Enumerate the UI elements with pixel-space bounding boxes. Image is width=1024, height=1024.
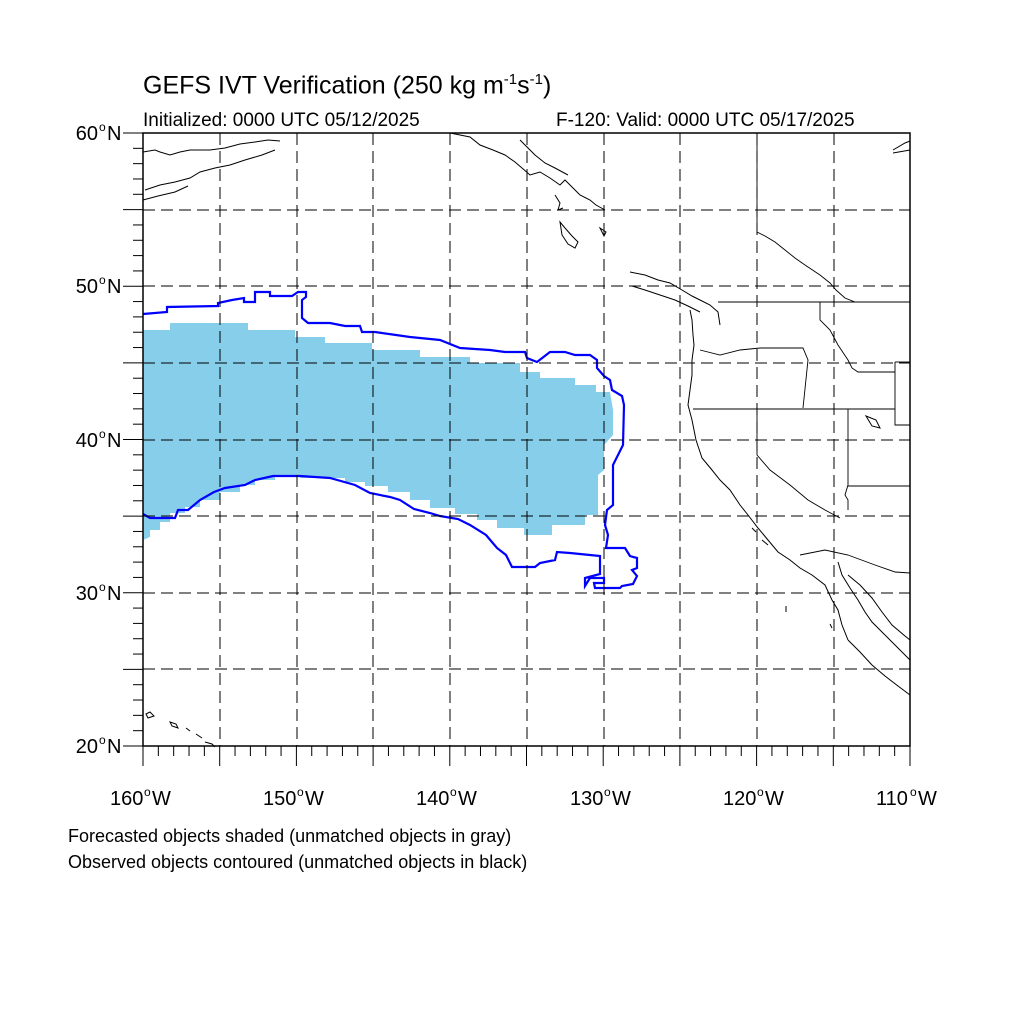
map-title: GEFS IVT Verification (250 kg m-1s-1) — [143, 71, 552, 100]
lat-label-50: 50 — [76, 276, 98, 298]
lon-label-140: 140 — [416, 788, 449, 810]
forecast-object — [143, 323, 613, 540]
lat-label-60: 60 — [76, 123, 98, 145]
lat-degree-40: o — [99, 427, 106, 441]
lon-label-160: 160 — [110, 788, 143, 810]
lat-suffix-20: N — [107, 736, 121, 758]
tick-marks — [123, 132, 911, 766]
lon-suffix-120: W — [765, 788, 784, 810]
lon-suffix-160: W — [152, 788, 171, 810]
lon-suffix-140: W — [458, 788, 477, 810]
lon-degree-110: o — [910, 785, 917, 799]
lon-label-120: 120 — [723, 788, 756, 810]
initialized-label: Initialized: 0000 UTC 05/12/2025 — [143, 110, 420, 131]
lat-label-20: 20 — [76, 736, 98, 758]
lon-suffix-110: W — [918, 788, 937, 810]
lat-degree-30: o — [99, 580, 106, 594]
lon-suffix-130: W — [612, 788, 631, 810]
lat-suffix-30: N — [107, 583, 121, 605]
footer-observed-note: Observed objects contoured (unmatched ob… — [68, 852, 528, 872]
lon-degree-120: o — [757, 785, 764, 799]
lon-label-130: 130 — [570, 788, 603, 810]
lon-degree-130: o — [604, 785, 611, 799]
lat-labels: 60 o N 50 o N 40 o N 30 o N 20 o N — [76, 120, 122, 758]
lon-degree-160: o — [144, 785, 151, 799]
lon-label-150: 150 — [263, 788, 296, 810]
observed-object-contour — [142, 290, 639, 590]
lon-label-110: 110 — [876, 788, 908, 810]
lon-labels: 160 o W 150 o W 140 o W 130 o W 120 o W … — [110, 785, 937, 810]
lat-degree-20: o — [99, 733, 106, 747]
lat-suffix-40: N — [107, 430, 121, 452]
valid-time-label: F-120: Valid: 0000 UTC 05/17/2025 — [556, 110, 855, 131]
lon-suffix-150: W — [305, 788, 324, 810]
lat-label-30: 30 — [76, 583, 98, 605]
lon-degree-150: o — [297, 785, 304, 799]
lon-degree-140: o — [450, 785, 457, 799]
state-borders — [693, 133, 911, 574]
footer-forecast-note: Forecasted objects shaded (unmatched obj… — [68, 826, 512, 846]
lat-degree-60: o — [99, 120, 106, 134]
grid-lines — [143, 133, 910, 746]
lat-suffix-60: N — [107, 123, 121, 145]
lat-suffix-50: N — [107, 276, 121, 298]
lat-label-40: 40 — [76, 430, 98, 452]
lat-degree-50: o — [99, 273, 106, 287]
coastlines — [142, 132, 911, 748]
